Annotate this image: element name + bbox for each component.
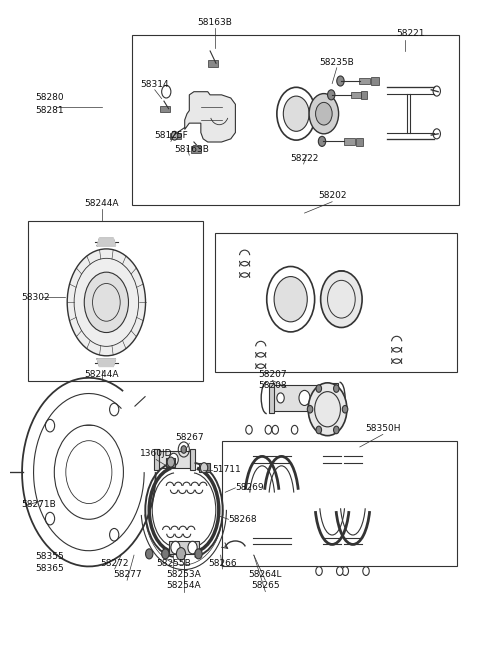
Circle shape xyxy=(162,549,169,559)
Bar xyxy=(208,60,218,67)
Circle shape xyxy=(274,276,307,322)
Text: 58266: 58266 xyxy=(208,559,237,568)
Text: 58202: 58202 xyxy=(318,191,347,200)
Circle shape xyxy=(318,136,326,147)
Circle shape xyxy=(308,383,347,436)
Circle shape xyxy=(171,541,180,554)
Circle shape xyxy=(316,426,322,434)
Circle shape xyxy=(265,425,272,434)
Text: 58268: 58268 xyxy=(228,515,257,524)
Polygon shape xyxy=(97,359,116,367)
Circle shape xyxy=(171,131,178,140)
Circle shape xyxy=(67,249,145,356)
Circle shape xyxy=(307,405,313,413)
Text: 58125F: 58125F xyxy=(154,131,188,140)
Text: 58265: 58265 xyxy=(251,582,280,590)
Circle shape xyxy=(188,541,197,554)
Circle shape xyxy=(325,393,332,403)
Bar xyxy=(168,541,199,554)
Bar xyxy=(199,462,210,472)
Circle shape xyxy=(337,76,344,86)
Circle shape xyxy=(277,393,284,403)
Bar xyxy=(332,383,338,413)
Bar xyxy=(190,449,195,470)
Circle shape xyxy=(316,384,322,392)
Bar xyxy=(350,92,361,98)
Bar xyxy=(191,147,201,153)
Bar xyxy=(166,458,176,467)
Circle shape xyxy=(181,445,187,453)
Circle shape xyxy=(334,384,339,392)
Text: 58163B: 58163B xyxy=(197,18,232,27)
Circle shape xyxy=(299,390,310,405)
Bar xyxy=(132,35,459,205)
Bar xyxy=(154,449,159,470)
Circle shape xyxy=(246,425,252,434)
Text: 58277: 58277 xyxy=(113,570,142,579)
Text: 58244A: 58244A xyxy=(84,199,119,208)
Bar xyxy=(272,385,332,411)
Bar xyxy=(372,77,379,85)
Bar xyxy=(215,233,456,371)
Circle shape xyxy=(334,426,339,434)
Circle shape xyxy=(200,462,208,473)
Circle shape xyxy=(145,549,153,559)
Circle shape xyxy=(342,405,348,413)
Text: 58267: 58267 xyxy=(175,433,204,442)
Text: 58314: 58314 xyxy=(141,79,169,88)
Circle shape xyxy=(309,94,338,134)
Bar xyxy=(359,78,371,84)
Bar xyxy=(28,221,203,381)
Circle shape xyxy=(195,549,202,559)
Circle shape xyxy=(316,567,322,576)
Bar xyxy=(361,91,367,100)
Text: 58355: 58355 xyxy=(36,552,64,561)
Text: 58244A: 58244A xyxy=(84,370,119,379)
Text: 58222: 58222 xyxy=(290,154,319,162)
Text: 58350H: 58350H xyxy=(365,424,401,432)
Text: 51711: 51711 xyxy=(212,465,241,474)
Circle shape xyxy=(84,272,129,333)
Bar xyxy=(356,138,363,146)
Bar xyxy=(157,451,190,468)
Circle shape xyxy=(177,548,186,560)
Circle shape xyxy=(315,102,332,125)
Text: 58280: 58280 xyxy=(35,94,63,102)
Text: 58365: 58365 xyxy=(36,564,64,572)
Text: 58264L: 58264L xyxy=(249,570,282,579)
Text: 58254A: 58254A xyxy=(167,582,201,590)
Circle shape xyxy=(342,567,348,576)
Circle shape xyxy=(321,271,362,328)
Circle shape xyxy=(272,425,278,434)
Text: 58271B: 58271B xyxy=(21,500,56,510)
Circle shape xyxy=(283,96,309,131)
Text: 58163B: 58163B xyxy=(174,145,209,154)
Text: 58253A: 58253A xyxy=(167,570,201,579)
Circle shape xyxy=(336,567,343,576)
Circle shape xyxy=(291,425,298,434)
Text: 58235B: 58235B xyxy=(319,58,354,67)
Text: 58269: 58269 xyxy=(235,483,264,493)
PathPatch shape xyxy=(185,92,235,142)
Text: 58208: 58208 xyxy=(258,381,287,390)
Polygon shape xyxy=(97,238,116,246)
Text: 58221: 58221 xyxy=(396,29,425,38)
Text: 58302: 58302 xyxy=(21,293,50,302)
Bar xyxy=(222,441,456,567)
Text: 58272: 58272 xyxy=(100,559,129,568)
Circle shape xyxy=(167,457,175,467)
Bar xyxy=(344,138,355,145)
Text: 58255B: 58255B xyxy=(156,559,191,568)
Bar xyxy=(160,106,170,113)
Text: 1360JD: 1360JD xyxy=(140,449,172,458)
Circle shape xyxy=(327,90,335,100)
Circle shape xyxy=(363,567,369,576)
Circle shape xyxy=(169,453,178,466)
Text: 58281: 58281 xyxy=(35,106,63,115)
Text: 58207: 58207 xyxy=(258,370,287,379)
Bar xyxy=(269,383,274,413)
Bar xyxy=(170,132,181,139)
